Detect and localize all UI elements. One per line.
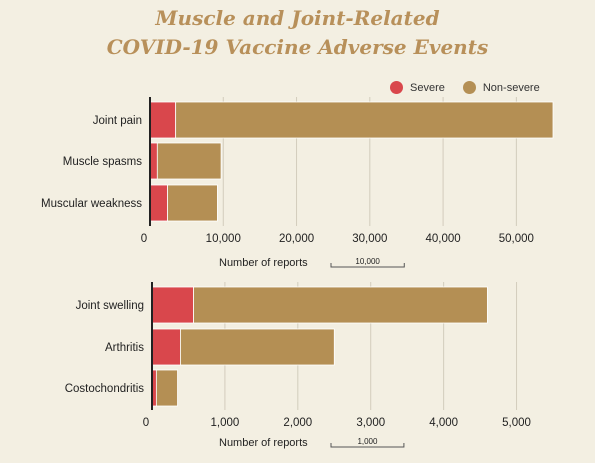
x-axis-label-1: Number of reports (219, 257, 308, 269)
bar-2-1-non-severe (193, 286, 488, 324)
title-line-1: Muscle and Joint-Related (155, 6, 440, 30)
tick-label-2-5: 5,000 (502, 417, 531, 429)
chart-title: Muscle and Joint-Related COVID-19 Vaccin… (0, 4, 595, 62)
scale-bar-2 (330, 443, 405, 448)
legend-swatch-severe (390, 81, 403, 94)
legend-swatch-non-severe (462, 81, 476, 94)
tick-label-1-5: 50,000 (499, 233, 534, 245)
bar-2-2-severe (151, 328, 181, 366)
bar-1-3-non-severe (167, 184, 218, 222)
bar-2-3-non-severe (155, 369, 178, 407)
bar-2-2-non-severe (180, 328, 335, 366)
title-line-2: COVID-19 Vaccine Adverse Events (106, 35, 489, 59)
legend-item-non-severe: Non-severe (462, 81, 540, 94)
legend-label-non-severe: Non-severe (482, 81, 540, 94)
category-label-2-2: Arthritis (105, 342, 144, 354)
scale-bar-1 (330, 263, 405, 268)
tick-label-1-2: 20,000 (279, 233, 314, 245)
legend-label-severe: Severe (410, 81, 445, 94)
category-label-1-1: Joint pain (93, 115, 142, 127)
bar-1-3-severe (149, 184, 168, 222)
category-label-1-3: Muscular weakness (41, 198, 142, 210)
tick-label-2-1: 1,000 (211, 417, 240, 429)
tick-label-2-4: 4,000 (429, 417, 458, 429)
category-label-2-1: Joint swelling (76, 300, 144, 312)
tick-label-1-3: 30,000 (352, 233, 387, 245)
tick-label-1-0: 0 (141, 233, 147, 245)
tick-label-2-2: 2,000 (283, 417, 312, 429)
bar-1-2-severe (149, 142, 158, 180)
tick-label-1-1: 10,000 (206, 233, 241, 245)
bar-1-1-severe (149, 101, 177, 139)
scale-bar-label-2: 1,000 (357, 437, 378, 446)
legend: Severe Non-severe (390, 81, 558, 94)
scale-bar-label-1: 10,000 (355, 257, 380, 266)
category-label-1-2: Muscle spasms (63, 156, 142, 168)
x-axis-label-2: Number of reports (219, 437, 308, 449)
category-label-2-3: Costochondritis (65, 383, 145, 395)
tick-label-1-4: 40,000 (425, 233, 460, 245)
legend-item-severe: Severe (390, 81, 445, 94)
tick-label-2-0: 0 (143, 417, 149, 429)
bar-2-1-severe (151, 286, 194, 324)
bar-1-2-non-severe (156, 142, 222, 180)
tick-label-2-3: 3,000 (356, 417, 385, 429)
bar-1-1-non-severe (175, 101, 554, 139)
